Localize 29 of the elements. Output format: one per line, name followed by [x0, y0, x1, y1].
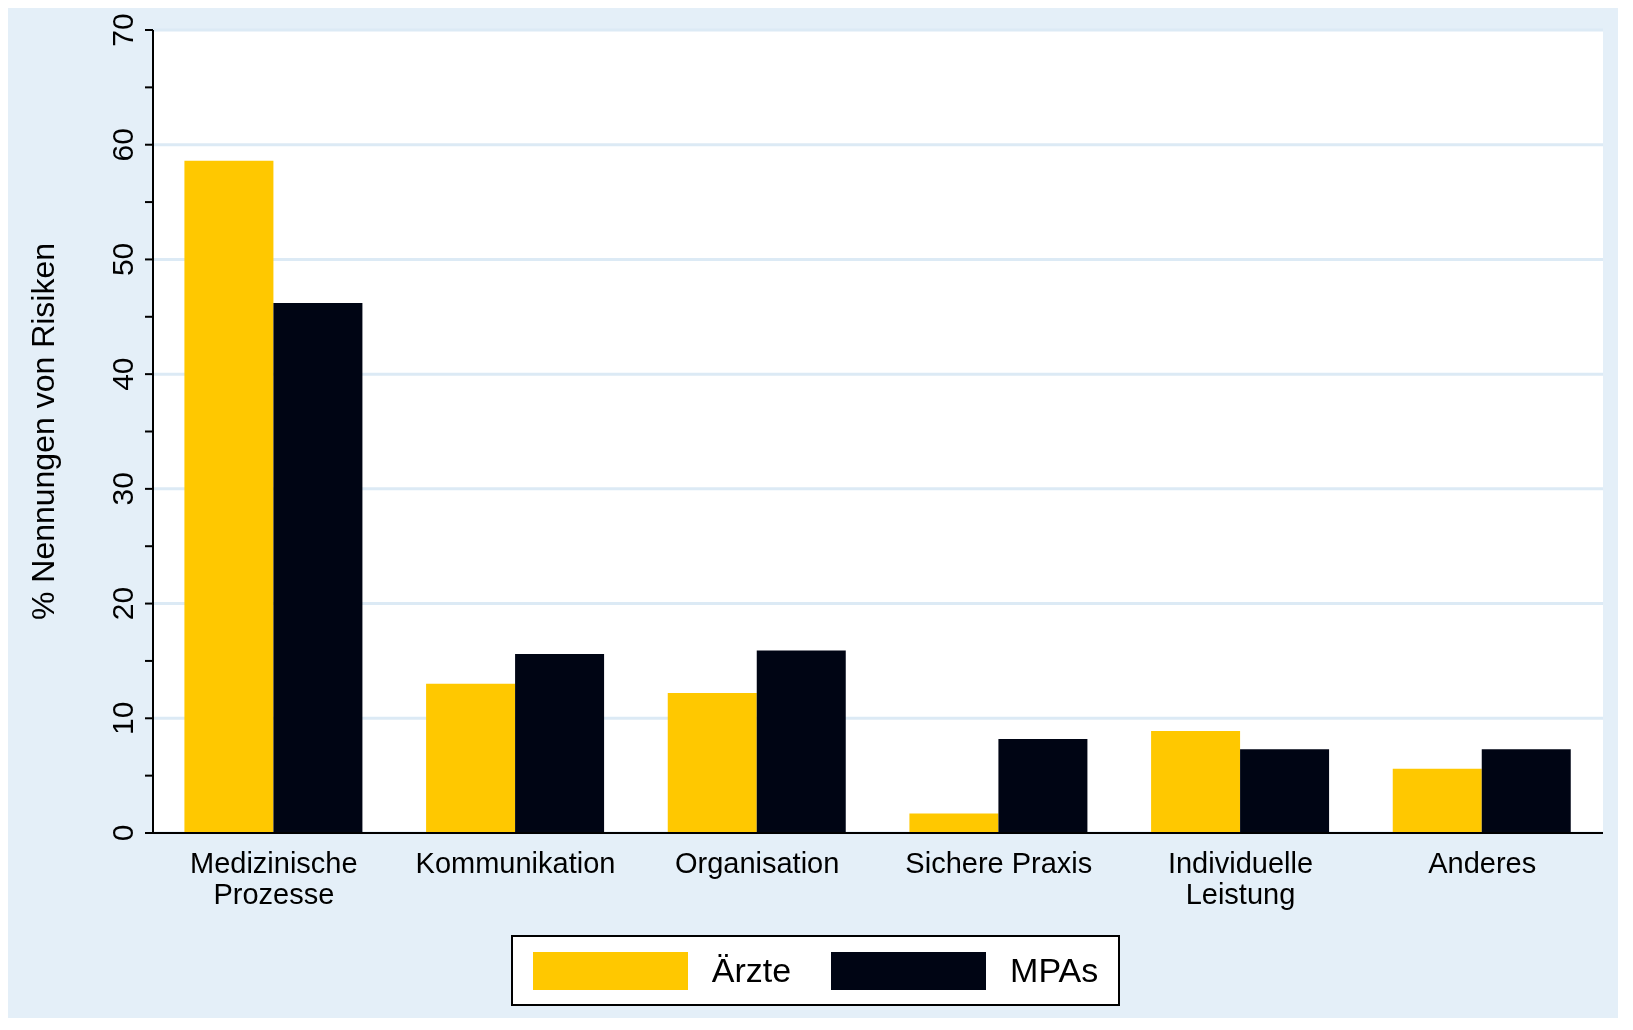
bar	[184, 160, 274, 833]
y-tick-label: 60	[106, 128, 139, 162]
y-tick-label: 40	[106, 357, 139, 391]
legend-label: Ärzte	[711, 951, 792, 990]
x-tick-label: Individuelle Leistung	[1167, 847, 1314, 910]
bar	[1240, 749, 1330, 833]
y-tick-label: 0	[106, 824, 139, 842]
x-tick-label: Medizinische Prozesse	[190, 847, 358, 910]
y-tick-label: 10	[106, 701, 139, 735]
bar	[426, 683, 516, 833]
legend-label: MPAs	[1010, 951, 1099, 990]
bar	[1481, 749, 1571, 833]
x-tick-label: Anderes	[1428, 847, 1537, 879]
bar	[909, 813, 999, 833]
y-axis-title: % Nennungen von Risiken	[25, 242, 62, 621]
y-tick-label: 20	[106, 586, 139, 621]
x-tick-label: Organisation	[674, 847, 840, 879]
bar	[515, 654, 605, 833]
x-tick-label: Kommunikation	[415, 847, 616, 879]
bar	[756, 650, 846, 833]
bar	[273, 303, 363, 833]
bar	[1392, 768, 1482, 833]
x-tick-label: Sichere Praxis	[905, 847, 1093, 879]
bar	[998, 738, 1088, 833]
bar	[1151, 730, 1241, 833]
y-tick-label: 30	[106, 472, 139, 506]
bar	[667, 693, 757, 833]
y-tick-label: 70	[106, 13, 139, 47]
y-tick-label: 50	[106, 242, 139, 277]
